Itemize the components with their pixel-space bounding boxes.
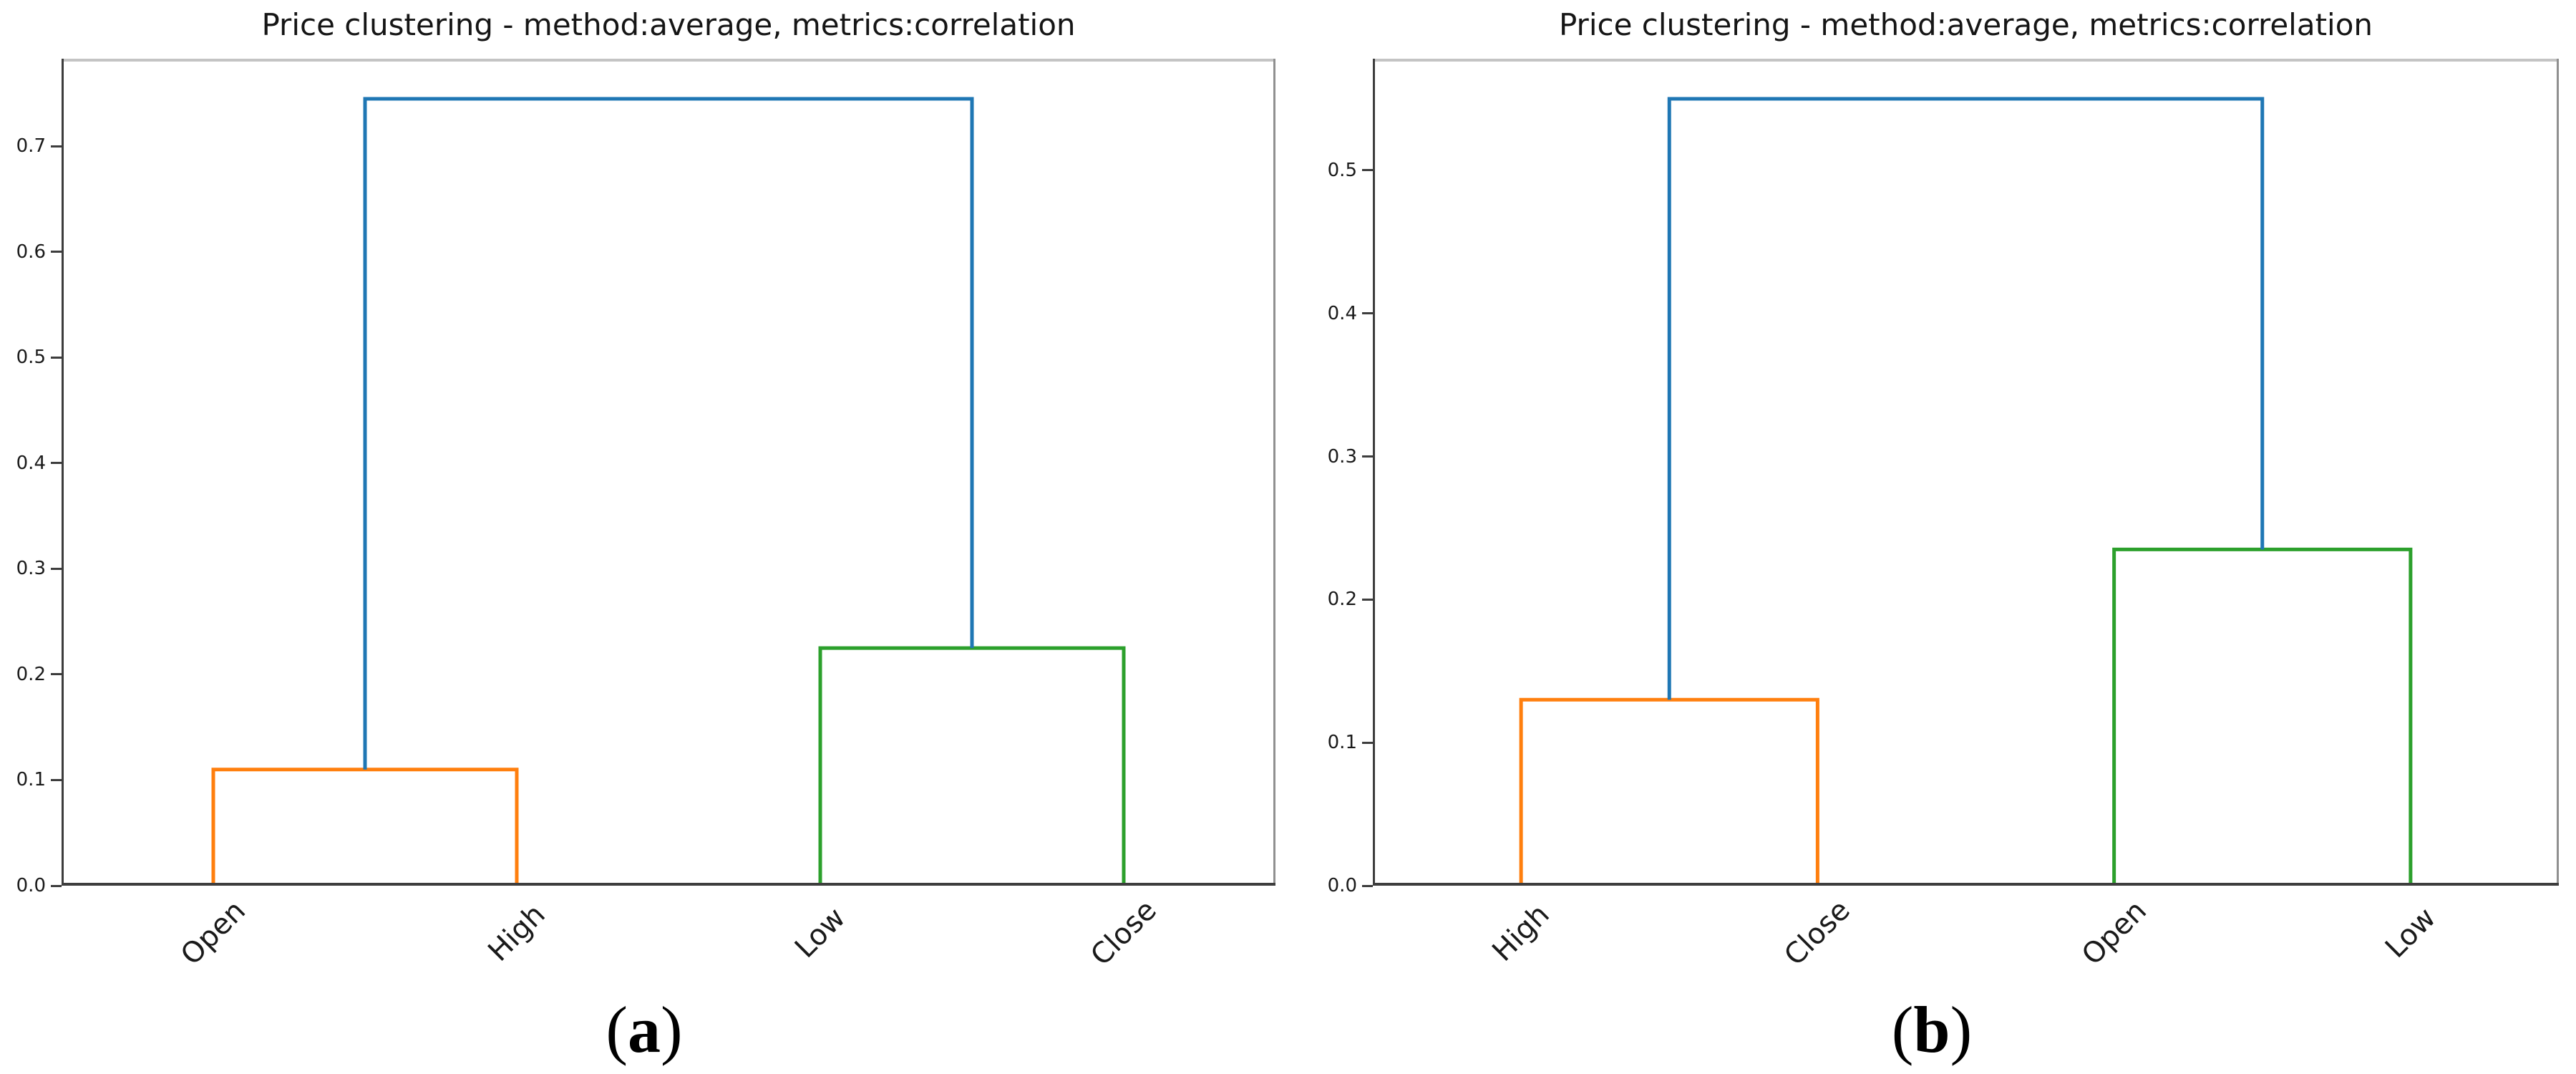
dendrogram-link — [363, 97, 974, 770]
y-tick-label: 0.4 — [1327, 302, 1357, 324]
leaf-label: Close — [1778, 894, 1857, 972]
y-tick-mark — [51, 356, 62, 359]
leaf-label: Low — [788, 901, 852, 965]
leaf-label: High — [482, 898, 552, 968]
y-tick-label: 0.3 — [1327, 445, 1357, 468]
y-tick-mark — [51, 251, 62, 253]
plot-area — [62, 59, 1275, 886]
y-tick-label: 0.5 — [16, 347, 46, 369]
dendrogram-link — [2112, 547, 2413, 886]
caption-paren-close: ) — [661, 993, 683, 1066]
y-tick-mark — [1362, 598, 1373, 601]
chart-title: Price clustering - method:average, metri… — [261, 7, 1076, 42]
y-tick-mark — [1362, 169, 1373, 172]
y-tick-label: 0.2 — [16, 663, 46, 685]
y-tick-mark — [1362, 741, 1373, 744]
dendrogram-canvas — [1373, 59, 2559, 886]
y-tick-mark — [1362, 312, 1373, 315]
y-tick-mark — [51, 778, 62, 781]
panel-caption: (b) — [1892, 997, 1972, 1063]
plot-area — [1373, 59, 2559, 886]
y-tick-mark — [1362, 455, 1373, 458]
y-tick-mark — [51, 673, 62, 676]
y-tick-mark — [51, 462, 62, 465]
dendrogram-link — [1667, 97, 2265, 700]
y-tick-label: 0.2 — [1327, 589, 1357, 611]
leaf-label: Low — [2378, 901, 2442, 965]
y-tick-mark — [51, 145, 62, 147]
y-tick-label: 0.5 — [1327, 159, 1357, 181]
leaf-label: Open — [2075, 894, 2153, 972]
panel-caption: (a) — [606, 997, 682, 1063]
y-tick-label: 0.0 — [16, 875, 46, 896]
y-tick-label: 0.4 — [16, 452, 46, 474]
y-tick-mark — [51, 567, 62, 570]
y-tick-label: 0.1 — [16, 769, 46, 791]
caption-paren-open: ( — [1891, 993, 1914, 1066]
y-tick-mark — [51, 884, 62, 887]
dendrogram-link — [211, 768, 519, 886]
leaf-label: Open — [174, 894, 253, 972]
y-tick-label: 0.3 — [16, 558, 46, 580]
y-tick-mark — [1362, 884, 1373, 887]
leaf-label: High — [1486, 898, 1556, 968]
caption-letter: a — [628, 993, 661, 1066]
y-tick-label: 0.1 — [1327, 732, 1357, 754]
y-tick-label: 0.7 — [16, 135, 46, 158]
dendrogram-canvas — [62, 59, 1275, 886]
caption-paren-close: ) — [1950, 993, 1973, 1066]
leaf-label: Close — [1084, 894, 1163, 972]
chart-title: Price clustering - method:average, metri… — [1558, 7, 2373, 42]
y-tick-label: 0.0 — [1327, 875, 1357, 896]
caption-letter: b — [1913, 993, 1950, 1066]
y-tick-label: 0.6 — [16, 241, 46, 263]
caption-paren-open: ( — [606, 993, 628, 1066]
dendrogram-link — [1519, 697, 1819, 886]
dendrogram-link — [818, 646, 1126, 886]
